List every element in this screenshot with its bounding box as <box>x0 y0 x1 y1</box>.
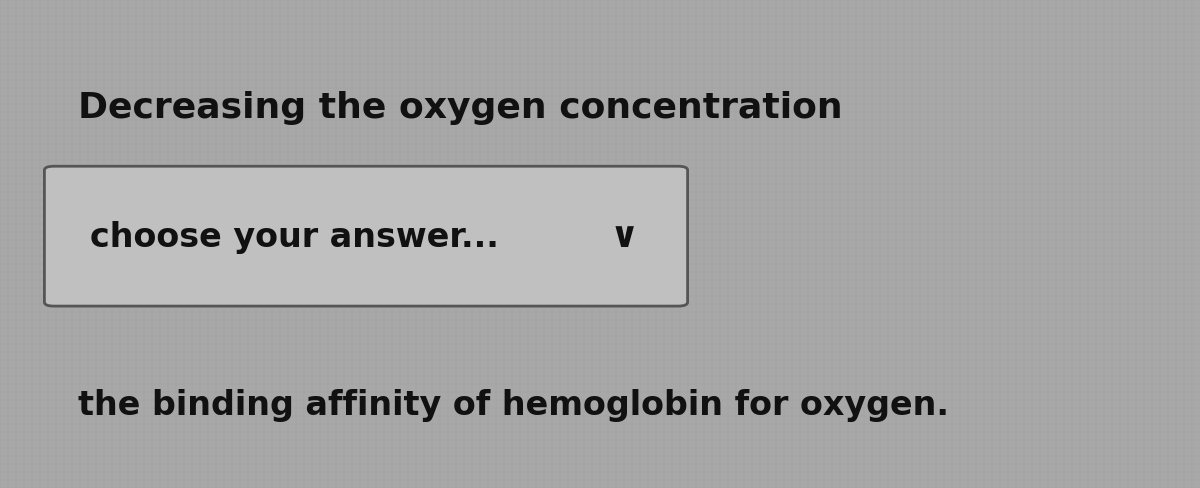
Text: choose your answer...: choose your answer... <box>90 220 499 253</box>
Text: the binding affinity of hemoglobin for oxygen.: the binding affinity of hemoglobin for o… <box>78 388 949 422</box>
FancyBboxPatch shape <box>44 167 688 306</box>
Text: Decreasing the oxygen concentration: Decreasing the oxygen concentration <box>78 90 842 124</box>
Text: ∨: ∨ <box>610 220 638 254</box>
